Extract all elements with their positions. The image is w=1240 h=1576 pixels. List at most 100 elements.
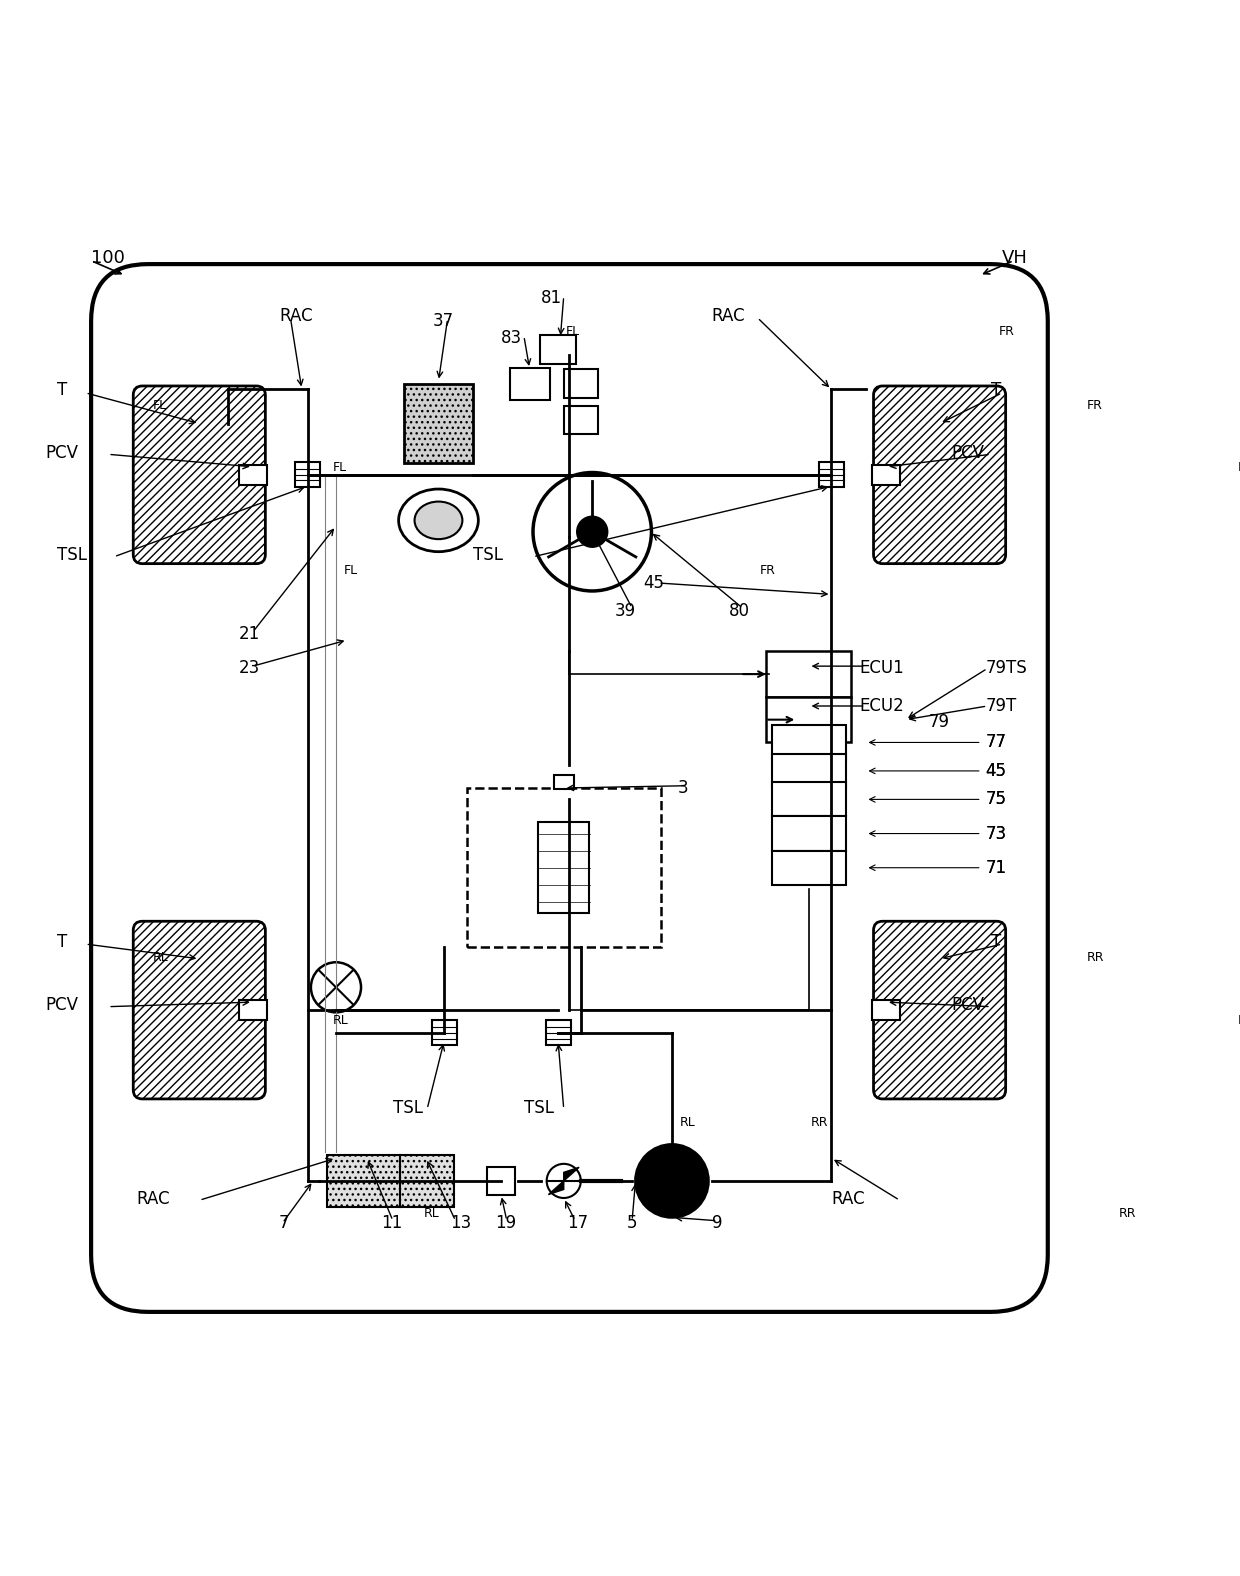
- Text: T: T: [991, 933, 1001, 952]
- Bar: [553, 775, 574, 790]
- Text: 45: 45: [644, 574, 665, 593]
- FancyBboxPatch shape: [91, 265, 1048, 1311]
- Text: T: T: [991, 381, 1001, 399]
- Bar: [238, 999, 267, 1020]
- Bar: [539, 336, 577, 364]
- Text: 9: 9: [712, 1214, 723, 1232]
- Bar: [771, 725, 846, 760]
- Bar: [766, 697, 852, 742]
- Text: 71: 71: [985, 859, 1007, 876]
- Text: 23: 23: [239, 659, 260, 678]
- Text: 5: 5: [626, 1214, 637, 1232]
- Text: 17: 17: [567, 1214, 588, 1232]
- Text: PCV: PCV: [46, 444, 78, 462]
- Text: FL: FL: [343, 564, 358, 577]
- Text: 79TS: 79TS: [985, 659, 1027, 678]
- Bar: [404, 383, 472, 463]
- FancyBboxPatch shape: [873, 922, 1006, 1098]
- Bar: [771, 816, 846, 851]
- Text: FR: FR: [998, 325, 1014, 337]
- Bar: [510, 367, 549, 400]
- Circle shape: [547, 1163, 580, 1198]
- Text: ECU2: ECU2: [859, 697, 905, 716]
- Ellipse shape: [398, 489, 479, 552]
- FancyBboxPatch shape: [133, 922, 265, 1098]
- Bar: [771, 782, 846, 816]
- Bar: [872, 465, 900, 485]
- Bar: [487, 1166, 516, 1195]
- Circle shape: [311, 963, 361, 1012]
- Text: 77: 77: [985, 733, 1006, 752]
- Text: RL: RL: [424, 1207, 439, 1220]
- Text: 37: 37: [433, 312, 454, 329]
- Bar: [564, 369, 598, 397]
- Text: 81: 81: [541, 290, 562, 307]
- Bar: [295, 462, 320, 487]
- Text: 19: 19: [496, 1214, 517, 1232]
- Text: TSL: TSL: [523, 1098, 554, 1116]
- Bar: [538, 823, 589, 913]
- Text: 75: 75: [985, 791, 1006, 808]
- Bar: [467, 788, 661, 947]
- Bar: [327, 1155, 402, 1207]
- Text: 100: 100: [91, 249, 125, 268]
- Text: T: T: [57, 381, 67, 399]
- Text: 21: 21: [239, 626, 260, 643]
- Text: TSL: TSL: [57, 547, 87, 564]
- Text: RR: RR: [811, 1116, 828, 1130]
- Bar: [872, 999, 900, 1020]
- Text: RR: RR: [1118, 1207, 1136, 1220]
- Text: FR: FR: [1238, 462, 1240, 474]
- FancyBboxPatch shape: [133, 386, 265, 564]
- Bar: [238, 465, 267, 485]
- Text: 13: 13: [450, 1214, 471, 1232]
- Text: FL: FL: [153, 399, 166, 411]
- Text: RAC: RAC: [279, 307, 312, 325]
- Text: RAC: RAC: [831, 1190, 866, 1207]
- Text: 77: 77: [985, 733, 1006, 752]
- Text: VH: VH: [1002, 249, 1028, 268]
- Bar: [399, 1155, 454, 1207]
- Text: RL: RL: [332, 1013, 348, 1026]
- Text: 80: 80: [729, 602, 750, 621]
- Bar: [546, 1020, 570, 1045]
- Text: RL: RL: [153, 950, 169, 965]
- Text: 39: 39: [615, 602, 636, 621]
- Text: 73: 73: [985, 824, 1007, 843]
- Text: RL: RL: [680, 1116, 696, 1130]
- Text: TSL: TSL: [393, 1098, 423, 1116]
- Text: TSL: TSL: [472, 547, 502, 564]
- Text: T: T: [57, 933, 67, 952]
- Text: 45: 45: [985, 761, 1006, 780]
- Text: 3: 3: [677, 779, 688, 797]
- Text: ECU1: ECU1: [859, 659, 905, 678]
- Text: RR: RR: [1238, 1013, 1240, 1026]
- Bar: [766, 651, 852, 697]
- Text: PCV: PCV: [951, 444, 985, 462]
- Text: FR: FR: [1086, 399, 1102, 411]
- Circle shape: [533, 473, 651, 591]
- Text: FL: FL: [332, 462, 347, 474]
- Bar: [432, 1020, 456, 1045]
- Polygon shape: [548, 1180, 564, 1195]
- Ellipse shape: [414, 501, 463, 539]
- Bar: [818, 462, 844, 487]
- Text: 71: 71: [985, 859, 1007, 876]
- Text: 83: 83: [501, 329, 522, 347]
- Bar: [564, 407, 598, 435]
- Circle shape: [578, 517, 608, 547]
- Text: FR: FR: [760, 564, 775, 577]
- Circle shape: [636, 1144, 708, 1217]
- Text: 45: 45: [985, 761, 1006, 780]
- Text: 75: 75: [985, 791, 1006, 808]
- Text: 7: 7: [279, 1214, 289, 1232]
- Text: 11: 11: [382, 1214, 403, 1232]
- Text: RR: RR: [1086, 950, 1104, 965]
- Bar: [771, 851, 846, 884]
- Text: PCV: PCV: [46, 996, 78, 1013]
- Text: RAC: RAC: [712, 307, 745, 325]
- Text: 79T: 79T: [985, 697, 1017, 716]
- Bar: [771, 753, 846, 788]
- Text: 73: 73: [985, 824, 1007, 843]
- FancyBboxPatch shape: [873, 386, 1006, 564]
